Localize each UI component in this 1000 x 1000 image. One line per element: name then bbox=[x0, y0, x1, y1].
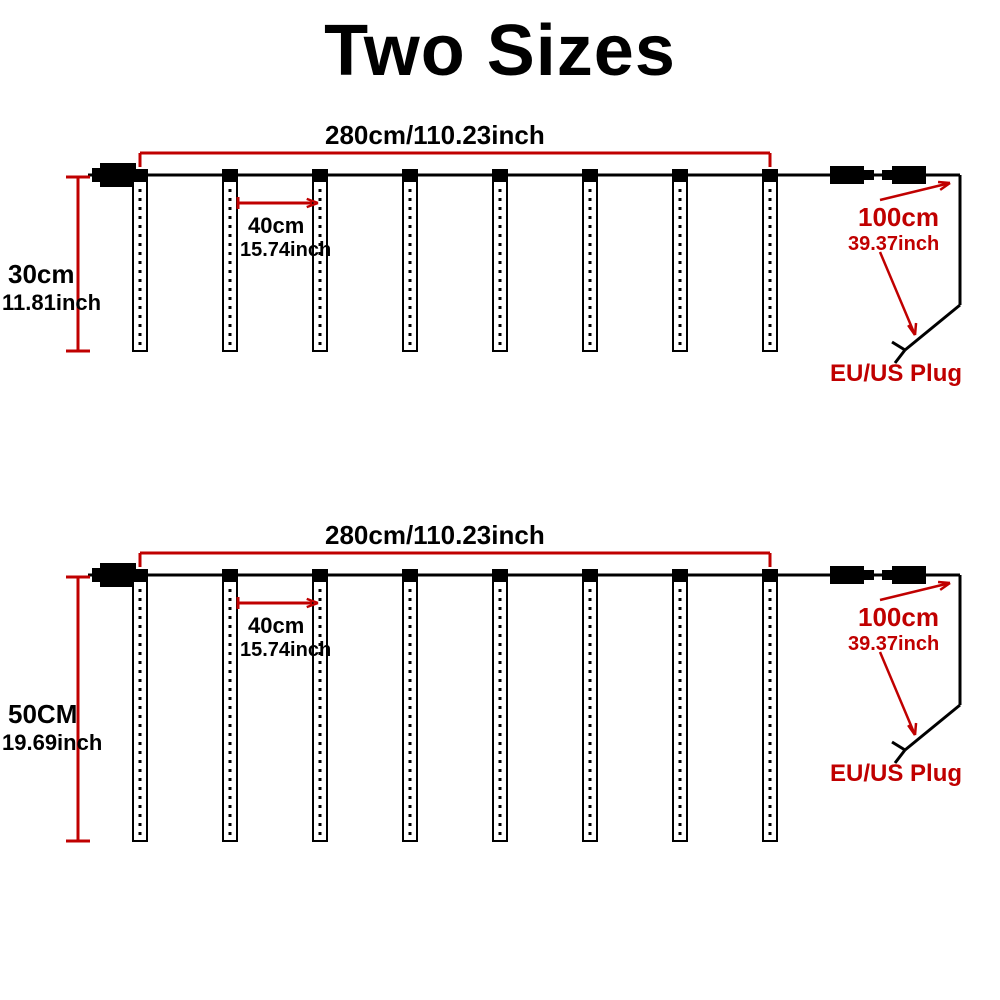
plug-type-label: EU/US Plug bbox=[830, 360, 962, 388]
spacing-cm-label: 40cm bbox=[248, 213, 304, 238]
cord-length-cm-label: 100cm bbox=[858, 603, 939, 633]
tube-height-cm-label: 50CM bbox=[8, 700, 77, 730]
diagram-50cm: 280cm/110.23inch40cm15.74inch50CM19.69in… bbox=[0, 530, 1000, 920]
page-title: Two Sizes bbox=[0, 10, 1000, 92]
diagram-30cm: 280cm/110.23inch40cm15.74inch30cm11.81in… bbox=[0, 130, 1000, 430]
total-length-label: 280cm/110.23inch bbox=[325, 521, 545, 551]
cord-length-inch-label: 39.37inch bbox=[848, 233, 939, 256]
tube-height-cm-label: 30cm bbox=[8, 260, 75, 290]
spacing-cm-label: 40cm bbox=[248, 613, 304, 638]
cord-length-cm-label: 100cm bbox=[858, 203, 939, 233]
tube-height-inch-label: 11.81inch bbox=[2, 290, 101, 315]
spacing-inch-label: 15.74inch bbox=[240, 639, 331, 662]
tube-height-inch-label: 19.69inch bbox=[2, 730, 102, 755]
cord-length-inch-label: 39.37inch bbox=[848, 633, 939, 656]
spacing-inch-label: 15.74inch bbox=[240, 239, 331, 262]
total-length-label: 280cm/110.23inch bbox=[325, 121, 545, 151]
plug-type-label: EU/US Plug bbox=[830, 760, 962, 788]
